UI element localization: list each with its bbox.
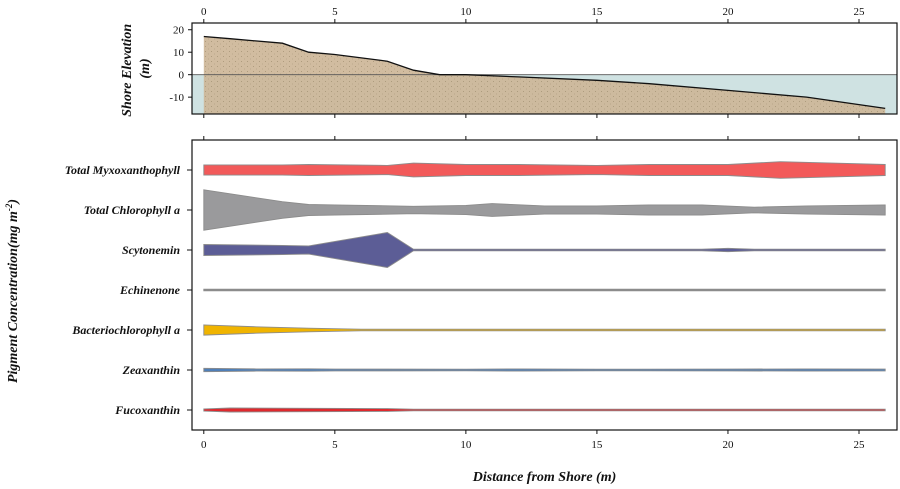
- elevation-frame: [191, 22, 898, 115]
- band-fucoxanthin: [203, 407, 886, 413]
- elevation-y-tick-label: 0: [179, 70, 185, 82]
- elevation-x-ticks: 0 5 10 15 20 25: [201, 6, 865, 118]
- pigment-y-axis-title-exponent: -2: [4, 203, 14, 211]
- pigment-x-axis-title: Distance from Shore (m): [472, 470, 617, 485]
- band-total-chlorophyll-a: [203, 189, 886, 231]
- category-label: Echinenone: [119, 283, 181, 297]
- category-label: Total Myxoxanthophyll: [65, 163, 181, 177]
- elevation-x-tick-label: 25: [853, 6, 865, 18]
- elevation-x-tick-label: 5: [332, 6, 338, 18]
- pigment-x-tick-label: 5: [332, 439, 338, 451]
- pigment-x-ticks: 0 5 10 15 20 25: [201, 136, 865, 451]
- pigment-y-axis-title: Pigment Concentration(mg m-2): [4, 199, 21, 383]
- category-label: Zeaxanthin: [122, 363, 181, 377]
- elevation-y-axis-title-line2: (m): [138, 58, 153, 78]
- band-echinenone: [203, 288, 886, 292]
- pigment-category-labels: Total Myxoxanthophyll Total Chlorophyll a…: [65, 163, 192, 417]
- elevation-y-axis-title-line1: Shore Elevation: [120, 24, 135, 117]
- elevation-x-tick-label: 10: [460, 6, 472, 18]
- pigment-panel: 0 5 10 15 20 25 Total Myxoxanthophyll Total Ch…: [4, 136, 898, 485]
- pigment-bands: [203, 161, 886, 413]
- elevation-x-tick-label: 0: [201, 6, 207, 18]
- pigment-x-tick-label: 15: [591, 439, 603, 451]
- elevation-x-tick-label: 20: [722, 6, 734, 18]
- band-bacteriochlorophyll-a: [203, 324, 886, 336]
- shore-profile-line: [203, 35, 886, 110]
- shore-profile-texture: [203, 36, 886, 114]
- elevation-y-ticks: 20 10 0 -10: [169, 25, 192, 104]
- category-label: Bacteriochlorophyll a: [71, 323, 180, 337]
- pigment-y-axis-title-text: Pigment Concentration(mg m: [6, 211, 21, 383]
- elevation-y-tick-label: 10: [173, 47, 185, 59]
- pigment-frame: [191, 139, 898, 431]
- band-scytonemin: [203, 232, 886, 268]
- band-total-myxoxanthophyll: [203, 161, 886, 179]
- elevation-y-axis-title: Shore Elevation (m): [120, 20, 153, 116]
- pigment-y-axis-title-close: ): [6, 199, 21, 206]
- category-label: Total Chlorophyll a: [84, 203, 180, 217]
- pigment-x-tick-label: 10: [460, 439, 472, 451]
- pigment-x-tick-label: 25: [853, 439, 865, 451]
- elevation-y-tick-label: 20: [173, 25, 185, 37]
- pigment-x-tick-label: 20: [722, 439, 734, 451]
- pigment-x-tick-label: 0: [201, 439, 207, 451]
- band-zeaxanthin: [203, 367, 886, 373]
- elevation-y-tick-label: -10: [169, 92, 184, 104]
- elevation-x-tick-label: 15: [591, 6, 603, 18]
- category-label: Fucoxanthin: [114, 403, 180, 417]
- category-label: Scytonemin: [122, 243, 180, 257]
- elevation-panel: 0 5 10 15 20 25 20 10 0 -10 Shore Elevation (m): [120, 6, 898, 118]
